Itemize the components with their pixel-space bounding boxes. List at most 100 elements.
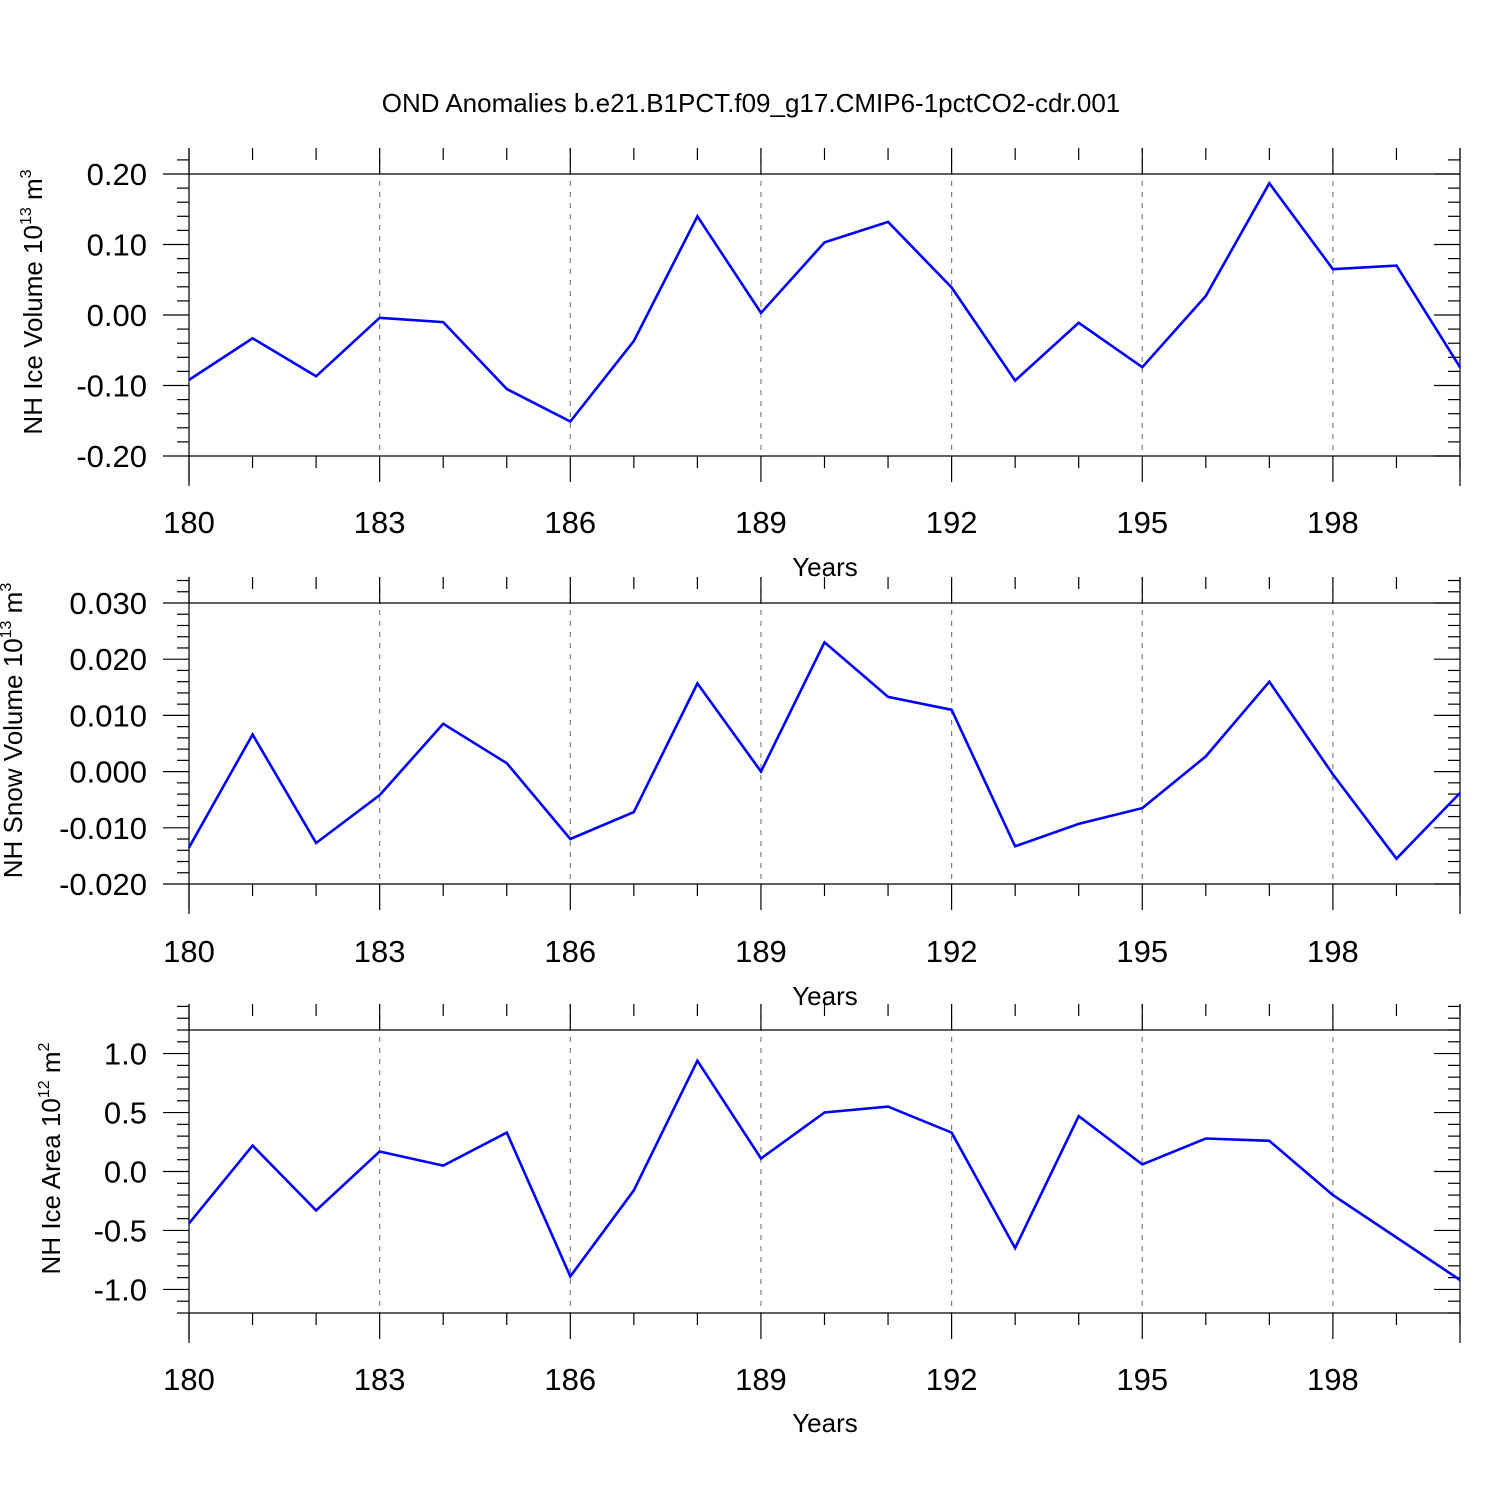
x-tick-label: 180 [163, 934, 215, 969]
data-point [187, 845, 192, 850]
x-tick-label: 189 [735, 934, 787, 969]
data-point [949, 707, 954, 712]
data-point [1330, 1193, 1335, 1198]
data-point [441, 1163, 446, 1168]
x-tick-label: 186 [544, 934, 596, 969]
chart-panel-2: 180 183 186 189 192 195 198Years-0.020-0.0100.… [0, 577, 1463, 1011]
data-point [631, 810, 636, 815]
data-point [1076, 320, 1081, 325]
data-point [822, 1110, 827, 1115]
data-point [886, 1104, 891, 1109]
x-tick-label: 180 [163, 1362, 215, 1397]
data-point [758, 1156, 763, 1161]
x-tick-label: 195 [1116, 505, 1168, 540]
data-point [314, 374, 319, 379]
data-point [568, 1274, 573, 1279]
data-point [1140, 806, 1145, 811]
x-tick-label: 189 [735, 1362, 787, 1397]
data-point [886, 219, 891, 224]
y-tick-label: -0.5 [94, 1213, 147, 1248]
data-point [504, 1130, 509, 1135]
y-tick-label: 0.030 [69, 586, 147, 621]
y-axis-label: NH Ice Volume 1013 m3 [18, 169, 48, 434]
data-point [504, 761, 509, 766]
data-point [1458, 365, 1463, 370]
x-tick-label: 192 [926, 934, 978, 969]
data-point [187, 1221, 192, 1226]
y-tick-label: 0.020 [69, 642, 147, 677]
series-line [187, 640, 1461, 861]
data-point [822, 240, 827, 245]
y-axis-label-unit: m [0, 592, 28, 621]
series-line [187, 1058, 1461, 1282]
x-tick-label: 186 [544, 1362, 596, 1397]
x-tick-label: 183 [354, 934, 406, 969]
data-point [1140, 1162, 1145, 1167]
data-point [377, 315, 382, 320]
data-point [377, 793, 382, 798]
x-tick-label: 180 [163, 505, 215, 540]
y-axis-label-text: NH Ice Area 10 [36, 1098, 66, 1274]
data-point [949, 285, 954, 290]
y-axis-label-exponent: 13 [0, 620, 15, 638]
data-point [1267, 679, 1272, 684]
y-axis-label-unit-exponent: 3 [18, 169, 35, 178]
chart-panel-1: 180 183 186 189 192 195 198Years-0.20-0.100.00… [18, 148, 1463, 582]
data-point [314, 840, 319, 845]
data-point [568, 419, 573, 424]
data-point [250, 732, 255, 737]
data-point [1330, 772, 1335, 777]
y-tick-label: -0.20 [76, 439, 147, 474]
x-tick-label: 195 [1116, 1362, 1168, 1397]
x-tick-label: 192 [926, 505, 978, 540]
data-point [1458, 1277, 1463, 1282]
data-point [886, 694, 891, 699]
data-point [631, 1188, 636, 1193]
data-point [1267, 181, 1272, 186]
data-point [1203, 754, 1208, 759]
data-point [1013, 1246, 1018, 1251]
data-point [1267, 1138, 1272, 1143]
y-tick-label: 0.5 [104, 1096, 147, 1131]
y-axis-label-unit-exponent: 2 [36, 1042, 53, 1051]
y-axis-label-unit-exponent: 3 [0, 583, 15, 592]
figure-title: OND Anomalies b.e21.B1PCT.f09_g17.CMIP6-… [382, 88, 1121, 118]
data-point [441, 320, 446, 325]
data-point [187, 377, 192, 382]
y-tick-label: -0.10 [76, 369, 147, 404]
y-axis-label-text: NH Snow Volume 10 [0, 638, 28, 878]
y-tick-label: -1.0 [94, 1272, 147, 1307]
data-point [250, 336, 255, 341]
y-tick-label: -0.010 [59, 811, 147, 846]
data-point [1458, 790, 1463, 795]
data-point [949, 1130, 954, 1135]
y-axis-label-text: NH Ice Volume 10 [18, 225, 48, 435]
x-tick-label: 183 [354, 1362, 406, 1397]
y-axis-label-unit: m [18, 178, 48, 207]
data-point [1394, 1235, 1399, 1240]
y-axis-label-exponent: 13 [18, 207, 35, 225]
y-tick-label: 0.10 [87, 228, 147, 263]
y-tick-label: -0.020 [59, 867, 147, 902]
data-point [1394, 263, 1399, 268]
x-tick-label: 198 [1307, 505, 1359, 540]
data-point [758, 310, 763, 315]
y-tick-label: 0.0 [104, 1155, 147, 1190]
data-point [631, 339, 636, 344]
series-line [188, 180, 1462, 424]
data-point [1203, 293, 1208, 298]
data-point [250, 1143, 255, 1148]
y-tick-label: 0.010 [69, 698, 147, 733]
x-tick-label: 183 [354, 505, 406, 540]
data-point [822, 640, 827, 645]
data-point [1076, 1114, 1081, 1119]
data-point [568, 837, 573, 842]
data-point [1076, 821, 1081, 826]
data-point [1394, 856, 1399, 861]
y-axis-label-unit: m [36, 1051, 66, 1080]
chart-panels: 180 183 186 189 192 195 198Years-0.20-0.100.00… [0, 148, 1463, 1438]
data-point [441, 721, 446, 726]
x-tick-label: 198 [1307, 934, 1359, 969]
